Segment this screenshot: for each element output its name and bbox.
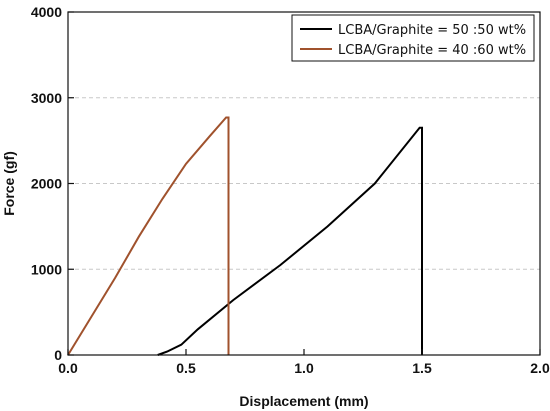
legend: LCBA/Graphite = 50 :50 wt% LCBA/Graphite… bbox=[291, 14, 535, 62]
legend-label-40-60: LCBA/Graphite = 40 :60 wt% bbox=[338, 43, 526, 58]
grid-layer bbox=[68, 97, 540, 270]
ticks-layer: 0 1000 2000 3000 4000 0.0 0.5 1.0 1.5 2.0 bbox=[31, 4, 550, 376]
x-axis-title: Displacement (mm) bbox=[239, 393, 368, 409]
y-tick-label-0: 0 bbox=[54, 347, 62, 363]
y-tick-label-3: 3000 bbox=[31, 90, 62, 106]
x-tick-label-0: 0.0 bbox=[58, 360, 78, 376]
legend-box bbox=[291, 14, 535, 62]
y-tick-label-1: 1000 bbox=[31, 261, 62, 277]
x-tick-label-3: 1.5 bbox=[412, 360, 432, 376]
y-axis-title: Force (gf) bbox=[1, 151, 17, 216]
x-tick-label-4: 2.0 bbox=[530, 360, 550, 376]
series-layer bbox=[67, 116, 423, 356]
x-tick-label-2: 1.0 bbox=[294, 360, 314, 376]
series-line-1 bbox=[67, 116, 230, 356]
y-tick-label-2: 2000 bbox=[31, 176, 62, 192]
y-tick-label-4: 4000 bbox=[31, 4, 62, 20]
series-line-0 bbox=[157, 126, 423, 356]
legend-label-50-50: LCBA/Graphite = 50 :50 wt% bbox=[338, 23, 526, 38]
x-tick-label-1: 0.5 bbox=[176, 360, 196, 376]
